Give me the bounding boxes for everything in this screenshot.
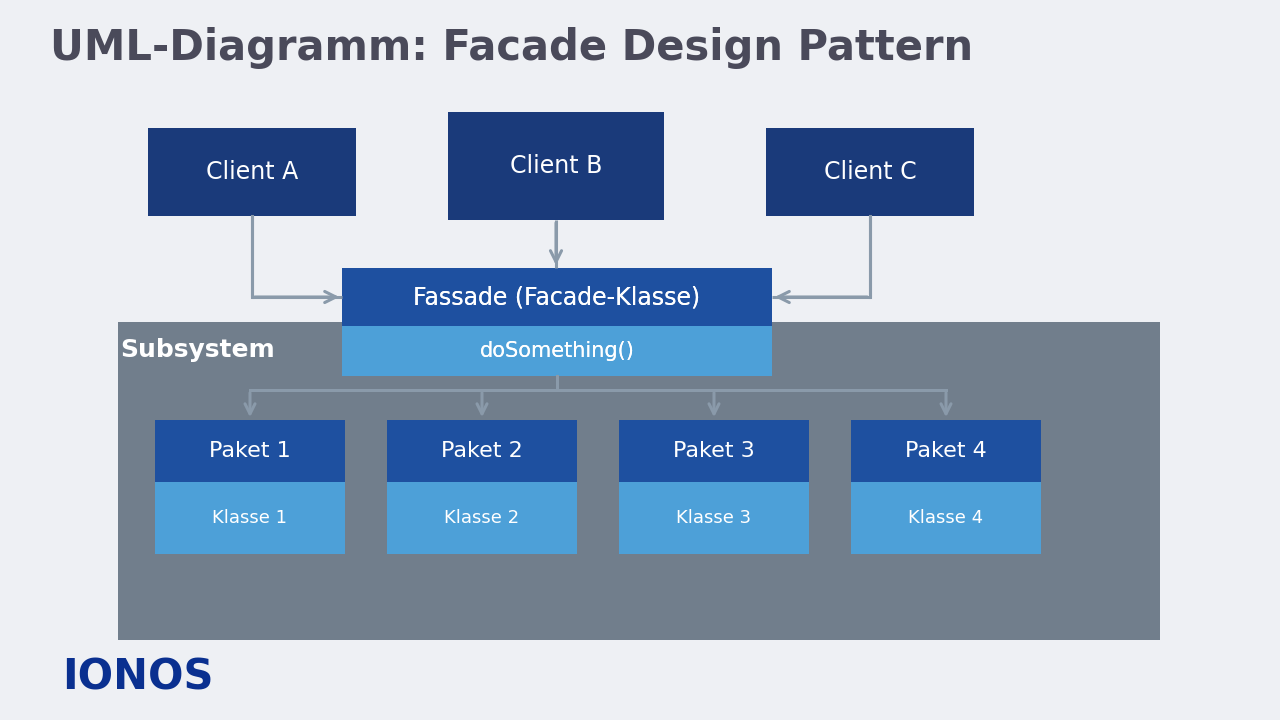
Bar (851, 420, 1041, 482)
Text: Paket 1: Paket 1 (209, 441, 291, 461)
Text: Paket 2: Paket 2 (442, 441, 522, 461)
Text: Subsystem: Subsystem (120, 338, 275, 362)
Text: Fassade (Facade-Klasse): Fassade (Facade-Klasse) (413, 285, 700, 309)
Text: Fassade (Facade-Klasse): Fassade (Facade-Klasse) (413, 285, 700, 309)
Bar (342, 326, 772, 376)
Bar (118, 322, 1160, 640)
Bar (387, 420, 577, 482)
Bar (342, 326, 772, 376)
Bar (387, 482, 577, 554)
Text: Klasse 3: Klasse 3 (676, 509, 751, 527)
Bar (155, 482, 346, 554)
Text: Paket 4: Paket 4 (905, 441, 987, 461)
Text: Klasse 1: Klasse 1 (212, 509, 288, 527)
Bar (148, 128, 356, 216)
Text: UML-Diagramm: Facade Design Pattern: UML-Diagramm: Facade Design Pattern (50, 27, 973, 69)
Text: Klasse 2: Klasse 2 (444, 509, 520, 527)
Text: Client B: Client B (509, 154, 602, 178)
Bar (765, 128, 974, 216)
Text: Client A: Client A (206, 160, 298, 184)
Text: IONOS: IONOS (61, 657, 214, 699)
Bar (851, 482, 1041, 554)
Text: Klasse 4: Klasse 4 (909, 509, 983, 527)
Bar (342, 268, 772, 326)
Bar (620, 482, 809, 554)
Bar (448, 112, 664, 220)
Bar (342, 268, 772, 326)
Text: Paket 3: Paket 3 (673, 441, 755, 461)
Text: doSomething(): doSomething() (480, 341, 635, 361)
Bar (620, 420, 809, 482)
Bar (155, 420, 346, 482)
Text: Client C: Client C (824, 160, 916, 184)
Text: doSomething(): doSomething() (480, 341, 635, 361)
